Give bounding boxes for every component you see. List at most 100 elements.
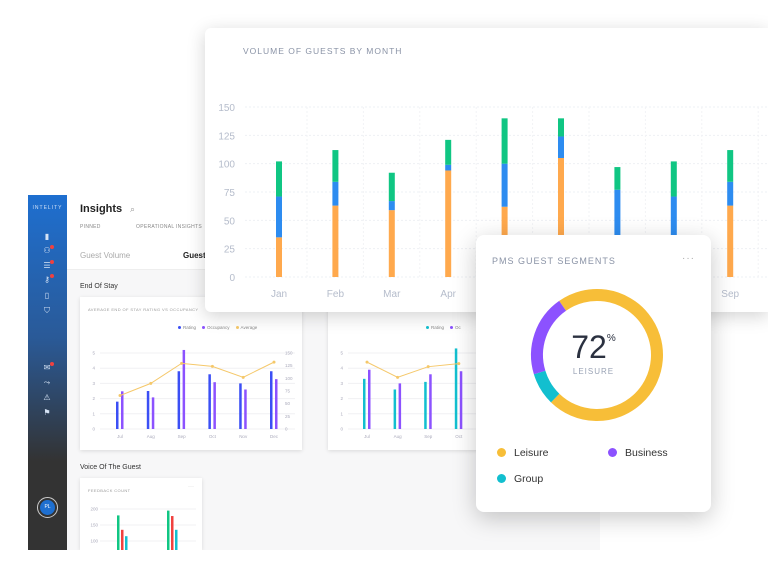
more-icon[interactable]: ··· [188,484,194,490]
bar-segment [670,196,677,238]
x-tick-label: Nov [239,434,248,439]
rating-bar [454,348,458,429]
bar-segment [332,181,339,206]
x-tick-label: Feb [327,289,345,300]
bar-segment [670,161,677,197]
bar-segment [388,201,395,211]
avatar-initials: PL [40,500,55,515]
y-tick-label: 100 [90,539,98,544]
bar-segment [558,118,564,137]
chart-trend-icon[interactable]: ⤳ [43,378,51,387]
subtab-guest[interactable]: Guest [183,251,206,260]
tab-pinned[interactable]: PINNED [80,224,101,230]
y-tick-label: 5 [340,351,343,356]
list-icon[interactable]: ☰ [42,260,54,270]
y-tick-label: 1 [340,411,343,416]
bar-segment [501,163,508,207]
rating-bar [239,383,242,429]
bar-segment [276,161,282,197]
chart-title: PMS GUEST SEGMENTS [492,256,616,266]
y-tick-label: 200 [90,507,98,512]
legend-leisure: Leisure [497,447,548,459]
notification-dot [50,362,54,366]
bar-segment [614,167,621,190]
rating-bar [424,381,427,429]
y-right-tick-label: 50 [285,401,291,406]
average-point [365,360,369,364]
notification-dot [50,274,54,278]
more-options-icon[interactable]: ··· [682,253,695,264]
section-voice-of-guest: Voice Of The Guest [80,464,141,471]
sidebar: INTELITY ▮ ⚇ ☰ ⚷ ▯ ⛉ ✉ ⤳ ⚠ ⚑ PL [28,195,67,550]
feedback-bar [121,529,124,550]
average-point [457,362,461,366]
legend: Rating Occupancy Average [172,325,257,330]
y-tick-label: 0 [229,273,235,284]
y-tick-label: 0 [340,427,343,432]
search-icon[interactable]: ⌕ [130,204,136,214]
y-right-tick-label: 125 [285,363,293,368]
x-tick-label: Jul [364,434,370,439]
bar-chart-icon[interactable]: ▮ [44,232,50,241]
y-tick-label: 0 [92,427,95,432]
y-tick-label: 1 [92,411,95,416]
x-tick-label: Aug [394,434,403,439]
bar-segment [558,158,564,277]
y-tick-label: 75 [224,188,236,199]
average-point [426,365,430,369]
x-tick-label: Mar [383,289,401,300]
y-tick-label: 2 [92,396,95,401]
key-icon[interactable]: ⚷ [42,274,54,284]
bar-segment [332,205,339,277]
flag-icon[interactable]: ⚑ [43,408,51,417]
alert-icon[interactable]: ⚠ [43,393,51,402]
bar-segment [614,189,621,238]
bar-segment [727,205,734,277]
x-tick-label: Apr [440,289,456,300]
section-end-of-stay: End Of Stay [80,283,118,290]
average-point [180,361,184,365]
rating-bar [363,378,366,429]
legend-business: Business [608,447,668,459]
feedback-bar [167,510,170,550]
feedback-bar [171,516,174,550]
tab-operational-insights[interactable]: OPERATIONAL INSIGHTS [136,224,203,230]
bar-segment [445,164,452,171]
average-point [118,394,122,398]
occupancy-bar [275,379,278,429]
rating-bar [146,391,150,429]
y-tick-label: 4 [340,366,343,371]
y-tick-label: 4 [92,366,95,371]
bar-segment [558,136,564,158]
users-icon[interactable]: ⚇ [42,245,54,255]
x-tick-label: Jan [271,289,287,300]
legend: Rating Oc [420,325,461,330]
y-tick-label: 100 [218,160,235,171]
y-right-tick-label: 75 [285,389,291,394]
subtab-guest-volume[interactable]: Guest Volume [80,251,131,260]
y-right-tick-label: 150 [285,351,293,356]
rating-bar [393,389,397,429]
y-tick-label: 5 [92,351,95,356]
rating-bar [208,374,211,429]
occupancy-bar [368,369,371,429]
occupancy-bar [459,371,463,429]
legend-group: Group [497,473,543,485]
shield-icon[interactable]: ⛉ [44,306,50,315]
average-point [272,360,276,364]
guest-segments-card: PMS GUEST SEGMENTS ··· 72% LEISURE Leisu… [476,235,711,512]
donut-slice-business [531,300,567,375]
avatar[interactable]: PL [37,497,58,518]
x-tick-label: Oct [209,434,217,439]
document-icon[interactable]: ▯ [44,291,50,300]
center-label: LEISURE [572,367,615,376]
chart-title: VOLUME OF GUESTS BY MONTH [243,46,403,56]
bar-segment [276,237,282,277]
occupancy-bar [151,397,155,429]
x-tick-label: Sep [721,289,739,300]
donut-slice-group [533,370,560,403]
y-tick-label: 3 [340,381,343,386]
inbox-icon[interactable]: ✉ [42,362,54,372]
occupancy-bar [121,391,124,429]
donut-slice-leisure [550,289,663,421]
